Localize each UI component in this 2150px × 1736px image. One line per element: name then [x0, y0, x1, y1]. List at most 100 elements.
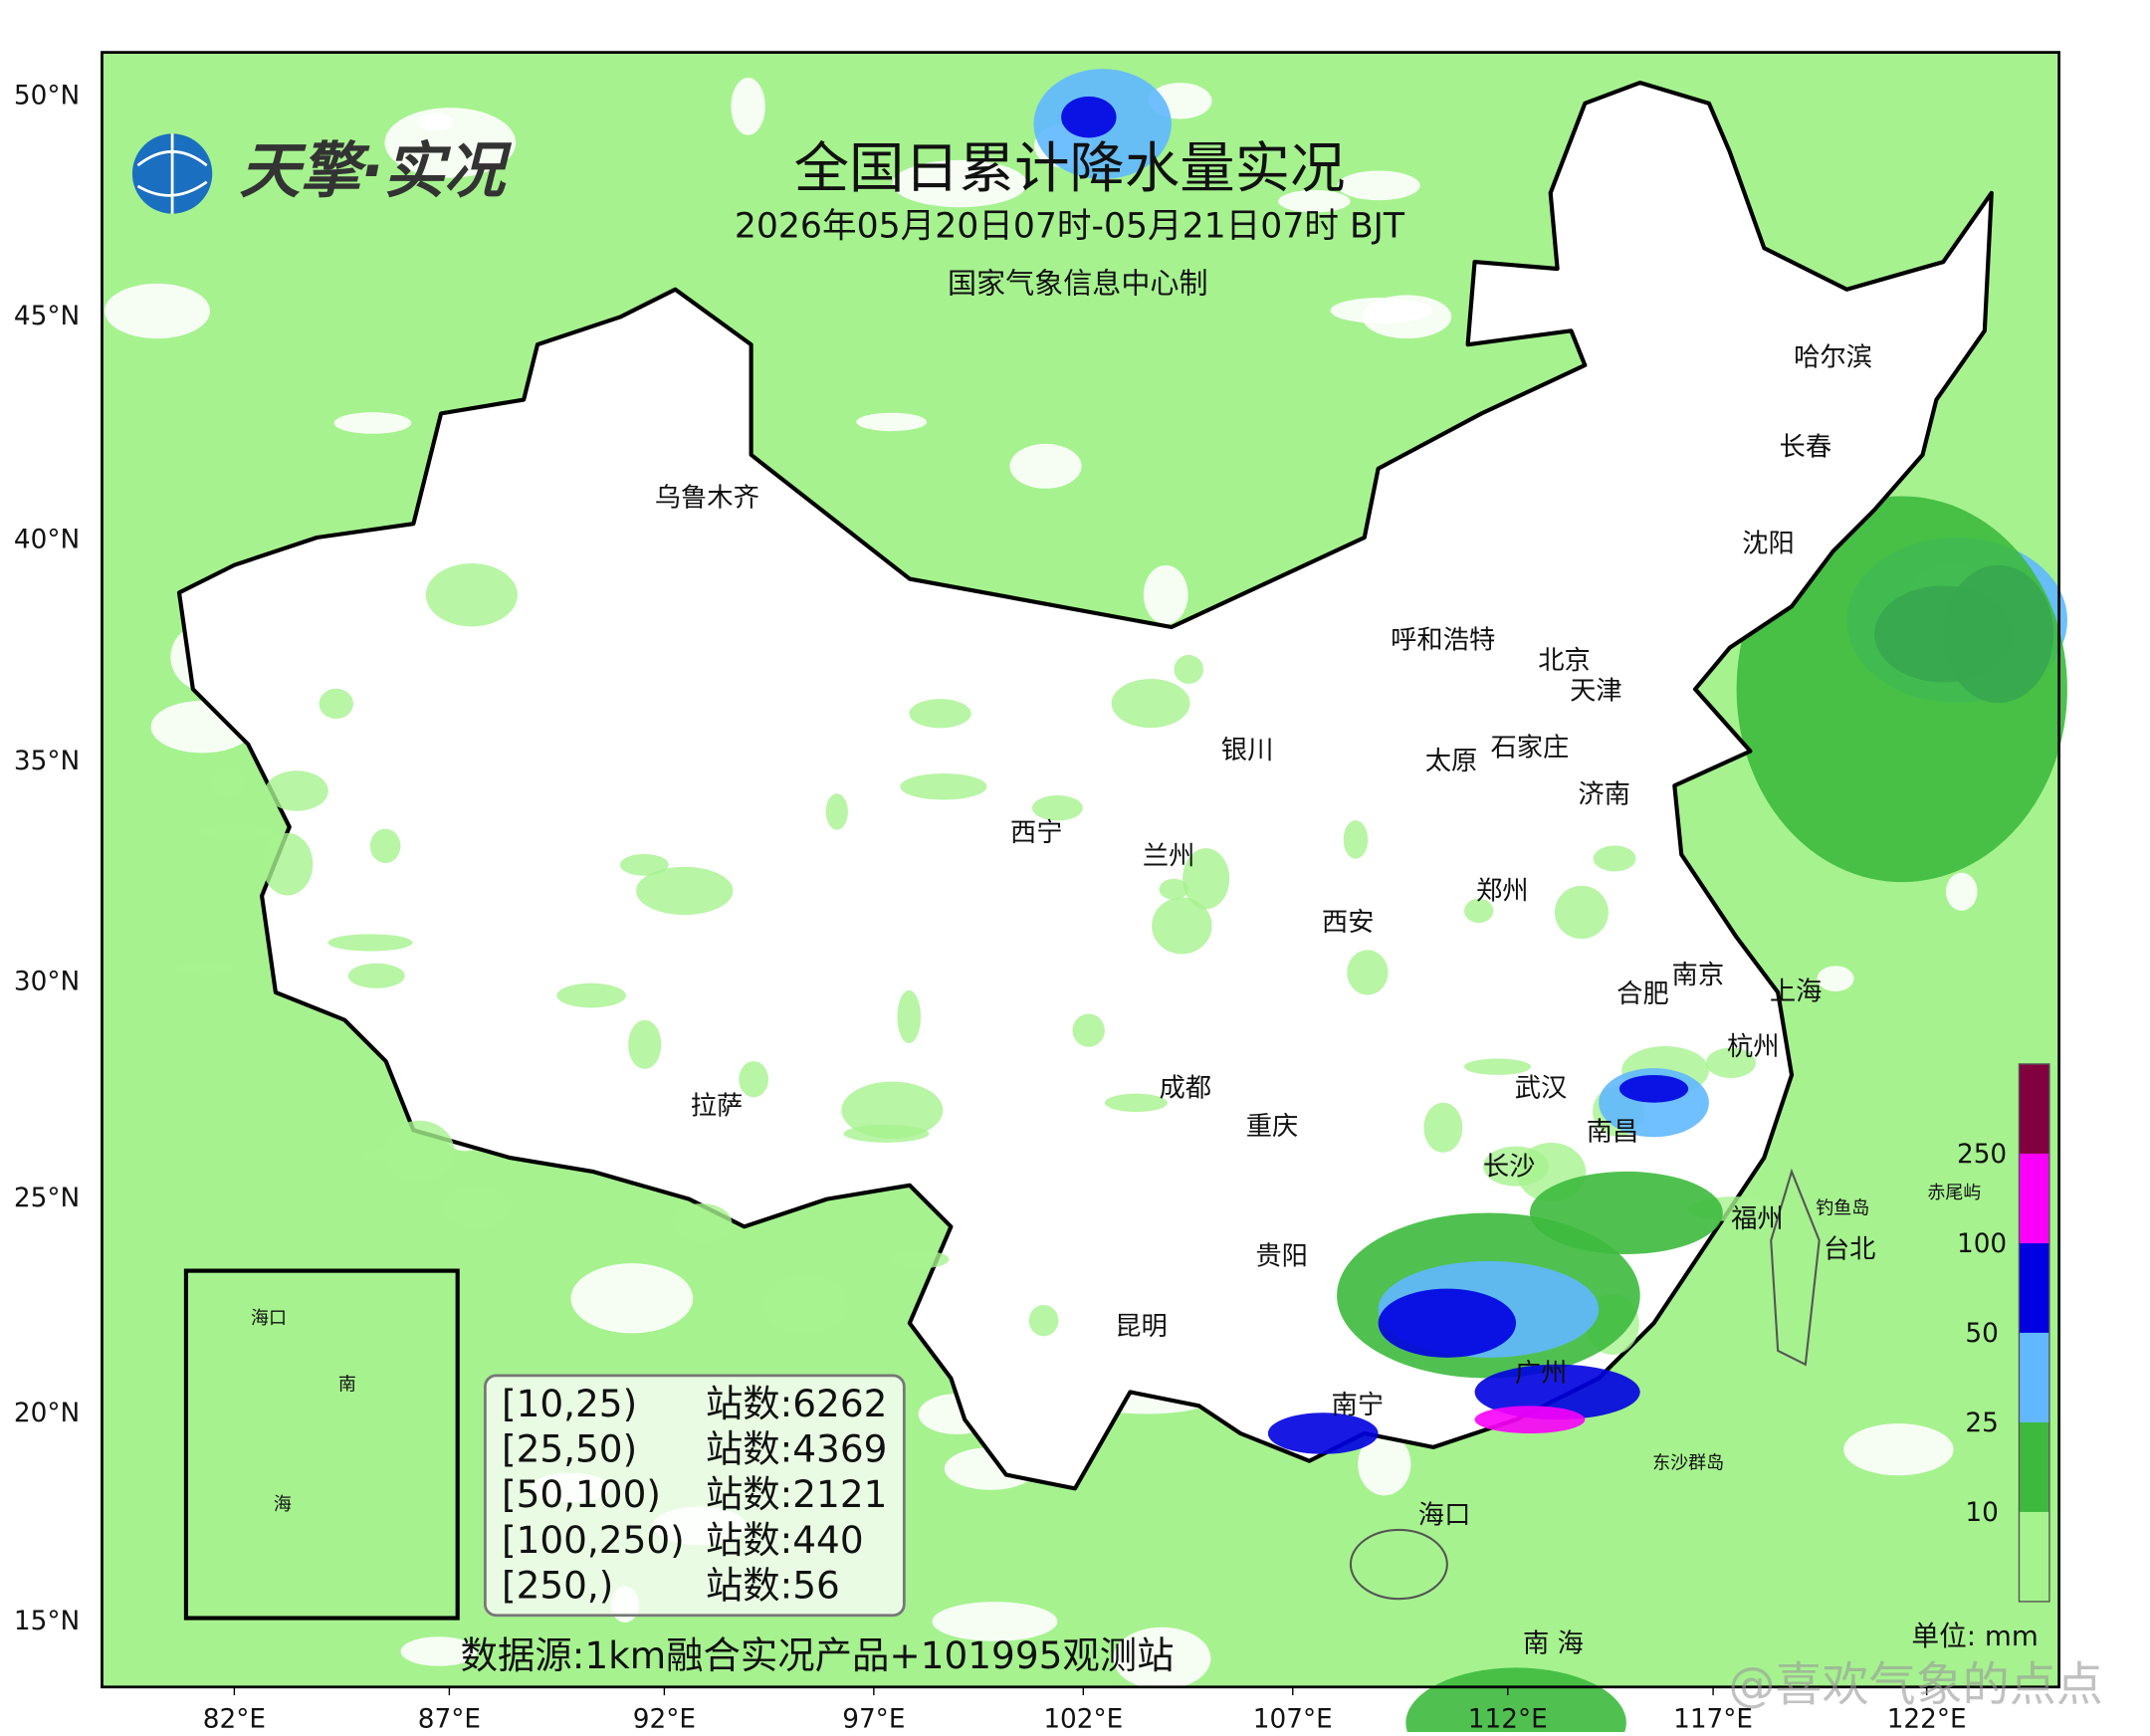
colorbar-frame — [2018, 1063, 2050, 1603]
dry-patch — [1817, 966, 1854, 991]
rain-area — [1529, 1171, 1723, 1255]
rain-patch — [1111, 679, 1190, 729]
rain-patch — [841, 1081, 944, 1140]
rain-patch — [327, 934, 413, 952]
rain-patch — [1706, 1047, 1756, 1079]
city-label: 西安 — [1322, 908, 1375, 938]
china-rain — [176, 562, 1788, 1454]
producer: 国家气象信息中心制 — [948, 267, 1208, 301]
watermark: @喜欢气象的点点 — [1728, 1658, 2103, 1713]
island-label: 东沙群岛 — [1652, 1452, 1724, 1473]
rain-area — [1474, 1406, 1586, 1434]
lat-label: 50°N — [14, 81, 80, 110]
rain-patch — [383, 1120, 455, 1183]
rain-patch — [636, 866, 734, 916]
colorbar-label: 50 — [1965, 1319, 1998, 1349]
dry-patch — [892, 159, 1027, 208]
colorbar-label: 250 — [1957, 1140, 2007, 1170]
rain-patch — [211, 766, 245, 797]
city-label: 拉萨 — [691, 1091, 744, 1121]
rain-patch — [265, 770, 328, 811]
legend-box — [484, 1374, 906, 1618]
legend-count: 站数:56 — [706, 1564, 840, 1608]
city-label: 合肥 — [1616, 979, 1669, 1009]
rain-patch — [200, 823, 274, 841]
lat-label: 40°N — [14, 525, 80, 554]
city-label: 长沙 — [1483, 1152, 1536, 1182]
rain-patch — [347, 963, 405, 988]
rain-area — [1267, 1412, 1379, 1454]
hainan — [1349, 1528, 1448, 1601]
lon-label: 87°E — [418, 1705, 481, 1732]
island-label: 钓鱼岛 — [1816, 1197, 1869, 1218]
city-label: 郑州 — [1476, 876, 1529, 906]
lon-label: 82°E — [203, 1705, 266, 1732]
city-label: 贵阳 — [1255, 1241, 1308, 1271]
lon-label: 117°E — [1673, 1705, 1753, 1732]
rain-patch — [1174, 654, 1204, 685]
legend-range: [50,100) — [502, 1472, 661, 1516]
legend-range: [25,50) — [502, 1427, 637, 1471]
rain-area — [1474, 1364, 1640, 1420]
legend-range: [100,250) — [502, 1518, 685, 1562]
dry-patch — [1358, 1432, 1411, 1496]
rain-patch — [739, 1061, 769, 1098]
city-label: 长春 — [1780, 433, 1832, 463]
rain-area — [1618, 1075, 1689, 1103]
china-land — [176, 81, 1994, 1491]
rain-patch — [825, 793, 848, 830]
dry-patch — [1945, 872, 1978, 911]
legend-rows: [10,25) 站数:6262 [25,50) 站数:4369 [50,100) 站数:2… — [502, 1382, 887, 1608]
rain-patch — [1593, 845, 1636, 872]
city-label: 济南 — [1578, 779, 1630, 809]
rain-patch — [176, 962, 238, 976]
rain-patch — [897, 989, 922, 1043]
data-source: 数据源:1km融合实况产品+101995观测站 — [461, 1633, 1175, 1677]
colorbar: 10 25 50 100 250 — [1957, 1063, 2050, 1603]
map-frame — [101, 51, 2061, 1689]
rain-patch — [1028, 1304, 1059, 1337]
taiwan — [1770, 1168, 1821, 1367]
rain-patch — [1347, 950, 1389, 995]
city-label: 沈阳 — [1742, 529, 1795, 558]
rain-patch — [1554, 885, 1609, 940]
legend-count: 站数:2121 — [706, 1472, 887, 1516]
rain-patch — [425, 562, 518, 627]
city-label: 福州 — [1731, 1204, 1784, 1234]
city-label: 兰州 — [1143, 842, 1195, 872]
rain-patch — [556, 982, 626, 1008]
rain-area — [1736, 496, 2067, 883]
dry-patch — [105, 283, 211, 339]
lon-label: 122°E — [1887, 1705, 1967, 1732]
city-label: 台北 — [1824, 1234, 1876, 1264]
city-label: 杭州 — [1727, 1032, 1780, 1062]
lat-label: 45°N — [14, 302, 80, 331]
city-label: 天津 — [1570, 677, 1622, 707]
legend-range: [250,) — [502, 1564, 613, 1608]
dry-patch — [1009, 443, 1082, 489]
dry-patch — [333, 412, 412, 434]
colorbar-label: 25 — [1965, 1409, 1998, 1438]
dry-patch — [1843, 1423, 1954, 1476]
city-label: 成都 — [1159, 1073, 1211, 1103]
inset-frame — [183, 1268, 460, 1621]
lat-label: 25°N — [14, 1184, 80, 1213]
dry-patch — [856, 412, 928, 432]
rain-patch — [262, 832, 314, 896]
city-label: 太原 — [1425, 747, 1478, 776]
rain-patch — [441, 1185, 512, 1229]
colorbar-label: 100 — [1957, 1229, 2007, 1259]
rain-patch — [1072, 1013, 1105, 1047]
dry-patch — [417, 113, 455, 131]
axis-ticks: 50°N 45°N 40°N 35°N 30°N 25°N 20°N 15°N 82°E 87°E… — [14, 81, 1967, 1734]
logo-lines — [136, 133, 208, 214]
city-label: 武汉 — [1515, 1073, 1568, 1103]
lat-label: 30°N — [14, 968, 80, 997]
rain-area — [1405, 1667, 1626, 1736]
rain-patch — [1423, 1102, 1463, 1153]
city-label: 北京 — [1538, 646, 1591, 676]
legend-range: [10,25) — [502, 1382, 637, 1425]
